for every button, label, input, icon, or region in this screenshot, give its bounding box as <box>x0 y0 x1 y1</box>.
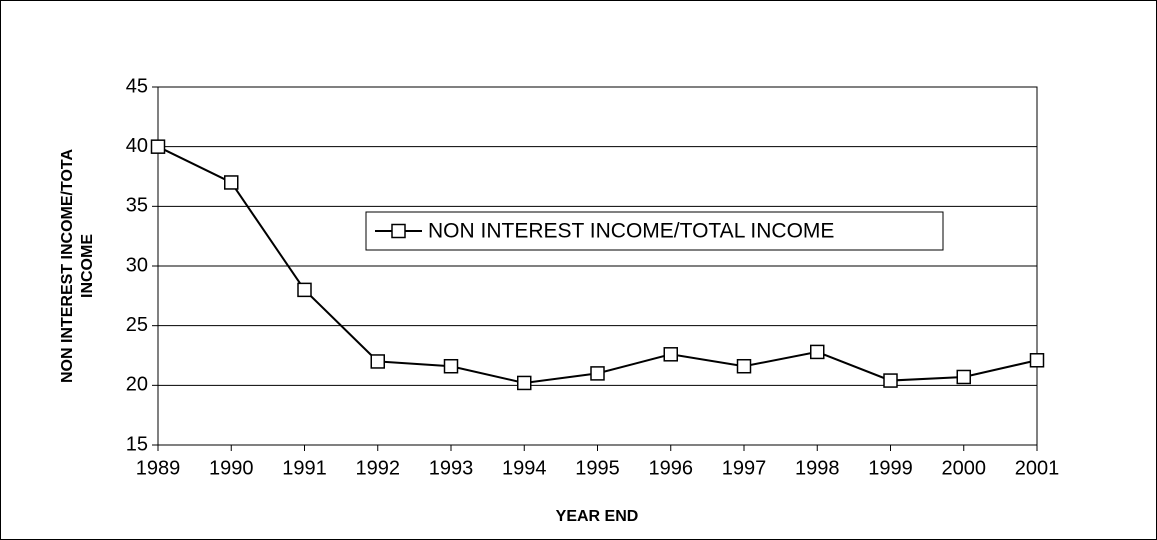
x-tick-label: 1999 <box>868 457 913 479</box>
y-axis-label: NON INTEREST INCOME/TOTA INCOME <box>59 149 96 384</box>
x-tick-label: 1990 <box>209 457 254 479</box>
x-tick-label: 1994 <box>502 457 547 479</box>
x-tick-label: 1997 <box>722 457 767 479</box>
x-tick-label: 1995 <box>575 457 620 479</box>
y-tick-label: 40 <box>126 135 148 157</box>
y-tick-label: 20 <box>126 374 148 396</box>
y-axis-label-line: NON INTEREST INCOME/TOTA <box>59 149 76 384</box>
x-tick-label: 1998 <box>795 457 840 479</box>
x-tick-label: 1991 <box>282 457 327 479</box>
marker <box>297 282 312 298</box>
x-tick-label: 2001 <box>1015 457 1060 479</box>
x-tick-label: 1992 <box>356 457 401 479</box>
y-tick-label: 25 <box>126 314 148 336</box>
marker <box>663 347 678 362</box>
x-tick-label: 1996 <box>649 457 694 479</box>
legend-marker <box>391 223 406 239</box>
x-tick-label: 1989 <box>136 457 181 479</box>
y-tick-label: 30 <box>126 254 148 276</box>
marker <box>1029 353 1045 368</box>
marker <box>370 354 385 369</box>
marker <box>224 175 239 190</box>
marker <box>956 369 971 385</box>
y-tick-label: 35 <box>126 195 148 217</box>
marker <box>443 358 459 374</box>
legend-box <box>365 211 944 251</box>
x-tick-label: 1993 <box>429 457 474 479</box>
x-tick-label: 2000 <box>942 457 987 479</box>
marker <box>517 375 532 391</box>
x-axis-label: YEAR END <box>556 508 639 525</box>
marker <box>150 139 166 154</box>
marker <box>883 373 898 388</box>
y-axis-label-line: INCOME <box>79 234 96 298</box>
marker <box>810 344 825 360</box>
y-tick-label: 15 <box>126 433 148 455</box>
legend-label: NON INTEREST INCOME/TOTAL INCOME <box>428 220 834 243</box>
y-tick-label: 45 <box>126 75 148 97</box>
marker <box>736 358 752 374</box>
marker <box>590 366 605 381</box>
